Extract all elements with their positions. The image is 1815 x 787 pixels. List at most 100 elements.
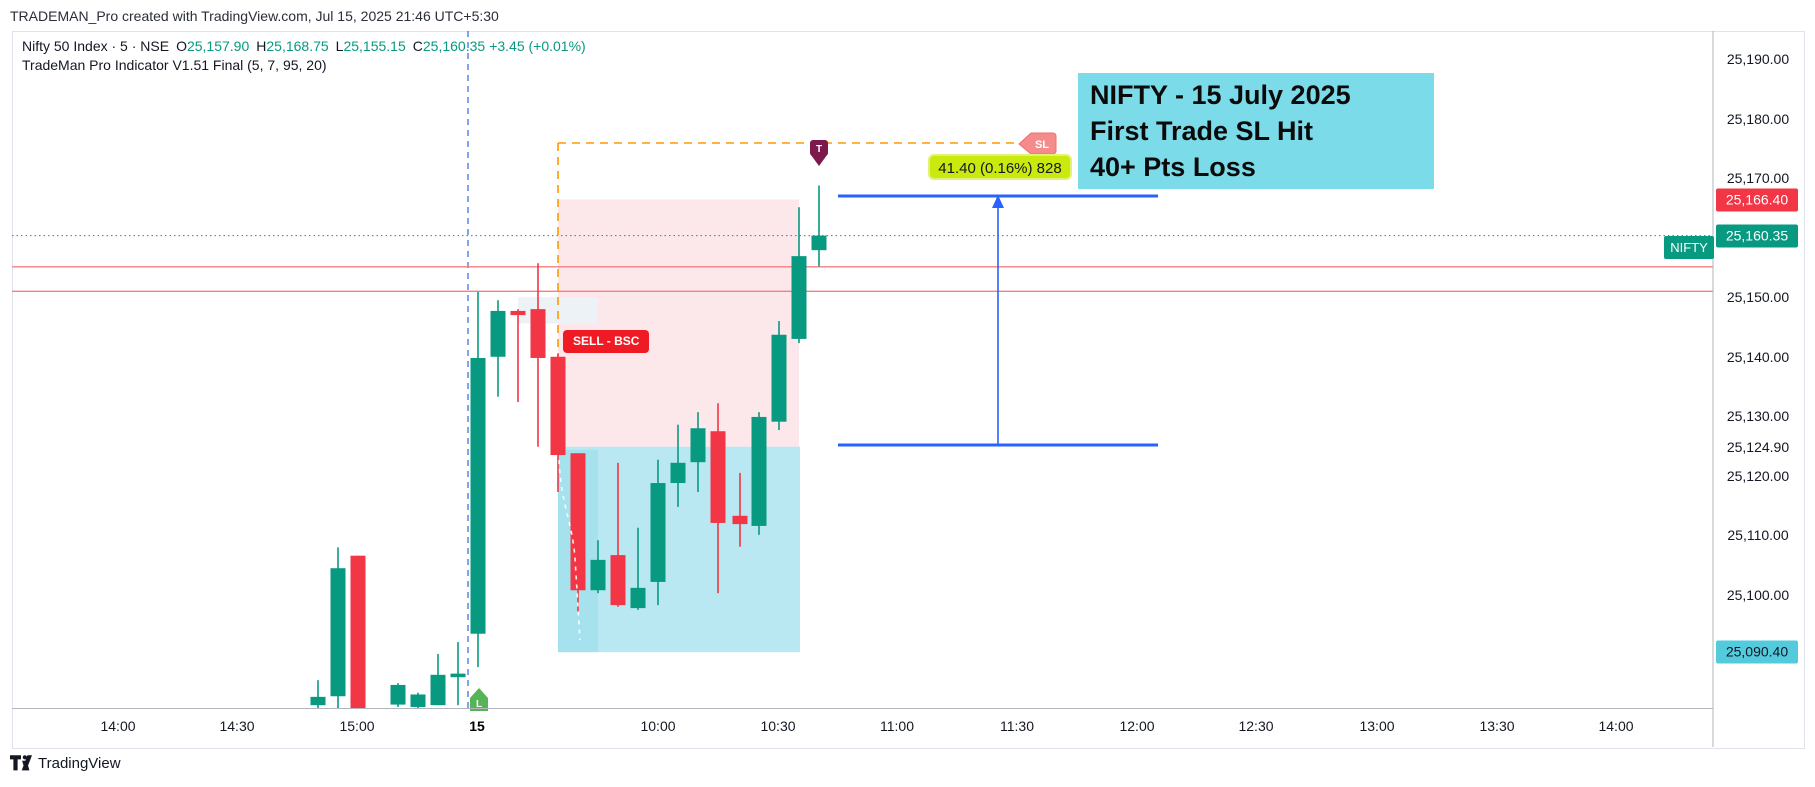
- candle-body: [590, 559, 606, 591]
- candle[interactable]: [330, 547, 346, 720]
- measure-result-label: 41.40 (0.16%) 828: [928, 154, 1072, 180]
- tradingview-logo-text: TradingView: [38, 754, 121, 772]
- annotation-line-3: 40+ Pts Loss: [1090, 152, 1256, 182]
- candle[interactable]: [450, 642, 466, 706]
- y-axis-label: 25,170.00: [1726, 170, 1790, 187]
- l-marker-house: [470, 688, 488, 711]
- symbol-title: Nifty 50 Index · 5 · NSE: [22, 38, 170, 54]
- sl-badge-text: SL: [1035, 139, 1049, 151]
- candle[interactable]: [811, 185, 827, 267]
- tradingview-logo[interactable]: TradingView: [10, 753, 121, 773]
- candle[interactable]: [390, 683, 406, 707]
- y-axis-label: 25,120.00: [1726, 467, 1790, 484]
- candle[interactable]: [630, 527, 646, 610]
- y-axis-label: 25,140.00: [1726, 348, 1790, 365]
- time-axis[interactable]: 14:00 14:30 15:00 15 10:00 10:30 11:00 11:30 12:…: [12, 708, 1713, 748]
- candle-body: [490, 310, 506, 357]
- annotation-line-1: NIFTY - 15 July 2025: [1090, 80, 1351, 110]
- symbol-ohlc-row[interactable]: Nifty 50 Index · 5 · NSE O25,157.90 H 25,16…: [22, 38, 586, 54]
- open-value: 25,157.90: [186, 38, 250, 54]
- candle[interactable]: [570, 453, 586, 612]
- candle-body: [510, 310, 526, 316]
- t-marker: T: [810, 140, 828, 166]
- candle[interactable]: [670, 424, 686, 507]
- t-marker-point: [811, 155, 827, 166]
- x-axis-label: 11:30: [1000, 718, 1034, 734]
- x-axis-label: 10:30: [760, 718, 796, 734]
- watermark-text: TRADEMAN_Pro created with TradingView.co…: [10, 8, 499, 24]
- candle-body: [610, 555, 626, 606]
- candle-body: [630, 587, 646, 609]
- x-axis-label: 13:30: [1479, 718, 1515, 734]
- x-axis-label: 15:00: [339, 718, 375, 734]
- candle[interactable]: [732, 472, 748, 547]
- annotation-line-2: First Trade SL Hit: [1090, 116, 1314, 146]
- close-label: C: [412, 38, 423, 54]
- close-value: 25,160.35: [422, 38, 486, 54]
- candle[interactable]: [530, 263, 546, 447]
- price-axis[interactable]: 25,190.00 25,180.00 25,170.00 25,150.00 25,1…: [1664, 31, 1803, 708]
- candle[interactable]: [470, 291, 486, 668]
- candle[interactable]: [490, 300, 506, 397]
- candle-body: [751, 416, 767, 526]
- y-axis-label: 25,100.00: [1726, 587, 1790, 603]
- candle[interactable]: [410, 692, 426, 709]
- symbol-price-tag: NIFTY: [1664, 235, 1714, 259]
- candle-body: [771, 334, 787, 422]
- candle[interactable]: [751, 412, 767, 535]
- candle-body: [390, 684, 406, 705]
- candle-body: [570, 453, 586, 591]
- candle-body: [690, 428, 706, 463]
- candle-body: [410, 694, 426, 707]
- x-axis-label: 12:00: [1119, 718, 1155, 734]
- candle[interactable]: [771, 321, 787, 431]
- y-axis-label: 25,150.00: [1726, 289, 1790, 306]
- indicator-title[interactable]: TradeMan Pro Indicator V1.51 Final (5, 7…: [22, 57, 327, 73]
- candle-body: [310, 696, 326, 706]
- low-value: 25,155.15: [343, 38, 406, 54]
- candle-body: [350, 555, 366, 708]
- low-label: L: [335, 38, 344, 54]
- y-axis-label: 25,124.90: [1726, 438, 1790, 455]
- chart-pane-border: [12, 31, 1805, 749]
- x-axis-label: 14:30: [219, 718, 255, 734]
- candle[interactable]: [710, 403, 726, 594]
- x-axis-label: 12:30: [1238, 718, 1274, 734]
- candle-body: [450, 673, 466, 678]
- target-price-badge: 25,090.40: [1716, 640, 1798, 664]
- candle[interactable]: [350, 555, 366, 723]
- candle-body: [550, 356, 566, 456]
- candle[interactable]: [650, 459, 666, 606]
- sl-price-badge: 25,166.40: [1716, 188, 1798, 212]
- high-label: H: [256, 38, 267, 54]
- candle-body: [670, 462, 686, 484]
- candles[interactable]: [310, 185, 827, 723]
- x-axis-label: 14:00: [100, 718, 136, 734]
- candle[interactable]: [510, 309, 526, 403]
- candle-body: [811, 235, 827, 251]
- candle[interactable]: [590, 540, 606, 594]
- open-label: O: [176, 38, 187, 54]
- x-axis-label: 10:00: [640, 718, 676, 734]
- y-axis-label: 25,180.00: [1726, 110, 1790, 127]
- measure-arrow-head: [992, 195, 1004, 208]
- sl-badge: SL: [1018, 132, 1057, 155]
- l-marker: L: [470, 688, 488, 711]
- y-axis-label: 25,110.00: [1727, 527, 1789, 544]
- sell-signal-label: SELL - BSC: [563, 330, 650, 353]
- x-axis-label: 11:00: [880, 718, 914, 734]
- measure-tool[interactable]: [838, 194, 1158, 447]
- x-axis-label: 14:00: [1598, 718, 1634, 734]
- candle[interactable]: [610, 462, 626, 607]
- candle[interactable]: [310, 680, 326, 714]
- tradingview-logo-icon: [10, 755, 32, 771]
- x-axis-label: 15: [469, 718, 485, 734]
- indicator-trail-line: [558, 459, 581, 641]
- candle[interactable]: [430, 653, 446, 706]
- candle[interactable]: [690, 412, 706, 492]
- candle[interactable]: [791, 207, 807, 344]
- l-marker-text: L: [476, 699, 482, 710]
- candle[interactable]: [550, 353, 566, 492]
